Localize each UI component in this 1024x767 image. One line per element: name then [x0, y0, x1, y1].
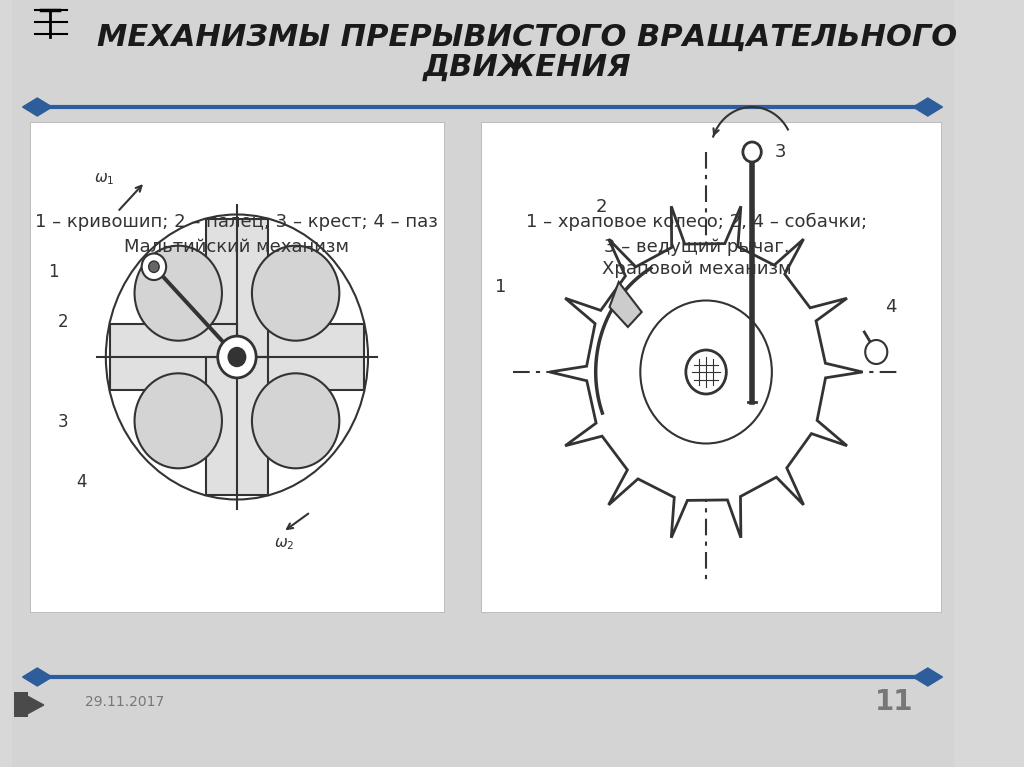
Polygon shape	[111, 324, 237, 390]
Text: 29.11.2017: 29.11.2017	[85, 695, 165, 709]
Text: 3: 3	[775, 143, 786, 161]
Text: 2: 2	[596, 198, 607, 216]
Circle shape	[134, 374, 222, 469]
Text: МЕХАНИЗМЫ ПРЕРЫВИСТОГО ВРАЩАТЕЛЬНОГО: МЕХАНИЗМЫ ПРЕРЫВИСТОГО ВРАЩАТЕЛЬНОГО	[96, 22, 956, 51]
Text: Храповой механизм: Храповой механизм	[602, 260, 792, 278]
Circle shape	[865, 340, 888, 364]
Text: Мальтийский механизм: Мальтийский механизм	[125, 238, 349, 256]
Text: 3: 3	[57, 413, 69, 431]
Bar	[14, 692, 28, 717]
Circle shape	[136, 248, 220, 339]
Polygon shape	[237, 324, 364, 390]
Circle shape	[742, 142, 761, 162]
Circle shape	[136, 375, 220, 466]
Polygon shape	[609, 282, 642, 327]
Circle shape	[148, 261, 159, 272]
Circle shape	[221, 340, 253, 374]
Circle shape	[252, 245, 339, 341]
Polygon shape	[913, 98, 942, 116]
Circle shape	[252, 374, 339, 469]
Text: 2: 2	[57, 313, 69, 331]
Circle shape	[141, 253, 166, 280]
Text: 1: 1	[495, 278, 506, 296]
Text: 11: 11	[874, 688, 913, 716]
Text: $\omega_2$: $\omega_2$	[273, 536, 294, 551]
Circle shape	[686, 350, 726, 394]
Polygon shape	[550, 206, 862, 538]
Text: 1 – кривошип; 2 – палец; 3 – крест; 4 – паз: 1 – кривошип; 2 – палец; 3 – крест; 4 – …	[36, 213, 438, 231]
Circle shape	[134, 245, 222, 341]
Text: 1 – храповое колесо; 2, 4 – собачки;: 1 – храповое колесо; 2, 4 – собачки;	[526, 213, 867, 231]
FancyBboxPatch shape	[480, 122, 941, 612]
Text: 1: 1	[48, 263, 59, 281]
Polygon shape	[207, 357, 267, 495]
Polygon shape	[23, 668, 52, 686]
Text: $\omega_1$: $\omega_1$	[94, 171, 115, 186]
Circle shape	[640, 301, 772, 443]
Text: 4: 4	[76, 473, 86, 491]
Polygon shape	[913, 668, 942, 686]
Text: 4: 4	[886, 298, 897, 316]
Circle shape	[254, 375, 338, 466]
Text: 3 – ведущий рычаг.: 3 – ведущий рычаг.	[604, 238, 790, 256]
Circle shape	[228, 347, 246, 367]
Circle shape	[218, 336, 256, 378]
Circle shape	[254, 248, 338, 339]
Polygon shape	[26, 695, 44, 715]
FancyBboxPatch shape	[30, 122, 444, 612]
Text: ДВИЖЕНИЯ: ДВИЖЕНИЯ	[422, 52, 631, 81]
Polygon shape	[207, 219, 267, 357]
Polygon shape	[23, 98, 52, 116]
